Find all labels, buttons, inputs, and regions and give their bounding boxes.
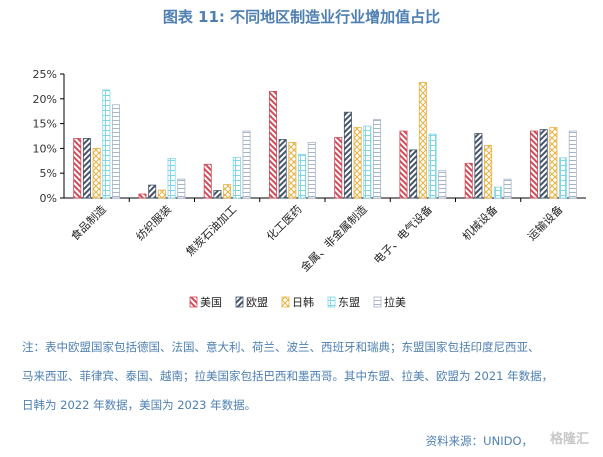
bar-3-6 — [493, 186, 502, 199]
legend-swatch — [189, 296, 198, 308]
bar-4-1 — [177, 178, 186, 199]
y-tick-label: 20% — [33, 93, 57, 106]
bar-1-0 — [82, 138, 91, 199]
y-tick-label: 0% — [40, 192, 57, 205]
y-tick-label: 10% — [33, 142, 57, 155]
legend-label: 日韩 — [292, 295, 314, 309]
bar-0-5 — [399, 130, 408, 199]
bar-4-7 — [568, 130, 577, 199]
bar-2-2 — [223, 184, 232, 199]
legend-swatch — [327, 296, 336, 308]
bar-4-0 — [112, 104, 121, 199]
bar-4-2 — [242, 130, 251, 199]
watermark: 格隆汇 — [549, 432, 589, 447]
bar-1-2 — [213, 190, 222, 199]
bar-4-3 — [307, 142, 316, 199]
bar-0-6 — [464, 162, 473, 199]
bar-2-1 — [157, 189, 166, 199]
bar-3-5 — [428, 133, 437, 199]
bar-1-7 — [539, 129, 548, 199]
note-line-3: 日韩为 2022 年数据，美国为 2023 年数据。 — [22, 398, 257, 412]
bar-1-3 — [278, 139, 287, 199]
note-line-1: 注：表中欧盟国家包括德国、法国、意大利、荷兰、波兰、西班牙和瑞典；东盟国家包括印… — [22, 340, 540, 354]
note-line-2: 马来西亚、菲律宾、泰国、越南；拉美国家包括巴西和墨西哥。其中东盟、拉美、欧盟为 … — [22, 369, 554, 383]
legend-label: 欧盟 — [246, 296, 268, 309]
bar-0-4 — [334, 137, 343, 199]
bar-2-7 — [549, 127, 558, 199]
bar-2-0 — [92, 147, 101, 199]
bar-1-1 — [148, 184, 157, 199]
bar-0-3 — [268, 90, 277, 199]
legend-label: 拉美 — [384, 295, 406, 309]
bar-4-5 — [438, 170, 447, 199]
y-tick-label: 5% — [40, 167, 57, 180]
y-tick-label: 25% — [33, 68, 57, 81]
bar-2-5 — [418, 82, 427, 199]
source-text: 资料来源：UNIDO， — [425, 434, 533, 448]
legend-label: 美国 — [200, 296, 222, 309]
bar-4-4 — [373, 119, 382, 199]
bar-1-4 — [343, 111, 352, 199]
x-tick-label: 食品制造 — [68, 202, 109, 243]
bar-4-6 — [503, 178, 512, 199]
legend-swatch — [373, 296, 382, 308]
bar-3-7 — [559, 157, 568, 199]
bar-3-3 — [298, 153, 307, 199]
legend-swatch — [281, 296, 290, 308]
chart-title: 图表 11: 不同地区制造业行业增加值占比 — [162, 8, 441, 26]
bar-3-0 — [102, 89, 111, 199]
bar-3-4 — [363, 125, 372, 199]
bar-0-1 — [138, 193, 147, 199]
bar-0-2 — [203, 163, 212, 199]
x-tick-label: 焦炭石油加工 — [183, 202, 240, 259]
y-tick-label: 15% — [33, 118, 57, 131]
bar-0-7 — [529, 130, 538, 199]
bar-0-0 — [73, 138, 82, 199]
bar-2-4 — [353, 127, 362, 199]
bar-2-6 — [484, 145, 493, 199]
bar-chart: 0% 5% 10% 15% 20% 25% 食品制造 纺织服装 焦炭石油加工 化工医药金属、非金… — [33, 68, 586, 309]
x-tick-label: 运输设备 — [524, 202, 565, 243]
chart-notes: 注：表中欧盟国家包括德国、法国、意大利、荷兰、波兰、西班牙和瑞典；东盟国家包括印… — [22, 333, 592, 420]
bar-3-2 — [232, 156, 241, 199]
bar-1-5 — [409, 149, 418, 199]
bar-2-3 — [288, 142, 297, 199]
x-tick-label: 机械设备 — [459, 202, 500, 243]
legend-swatch — [235, 296, 244, 308]
x-tick-label: 金属、非金属制造 — [298, 202, 370, 274]
x-tick-label: 纺织服装 — [133, 202, 174, 243]
bar-3-1 — [167, 157, 176, 199]
legend-label: 东盟 — [338, 296, 360, 309]
bar-1-6 — [474, 133, 483, 199]
x-tick-label: 电子、电气设备 — [371, 202, 435, 266]
x-tick-label: 化工医药 — [263, 202, 304, 243]
